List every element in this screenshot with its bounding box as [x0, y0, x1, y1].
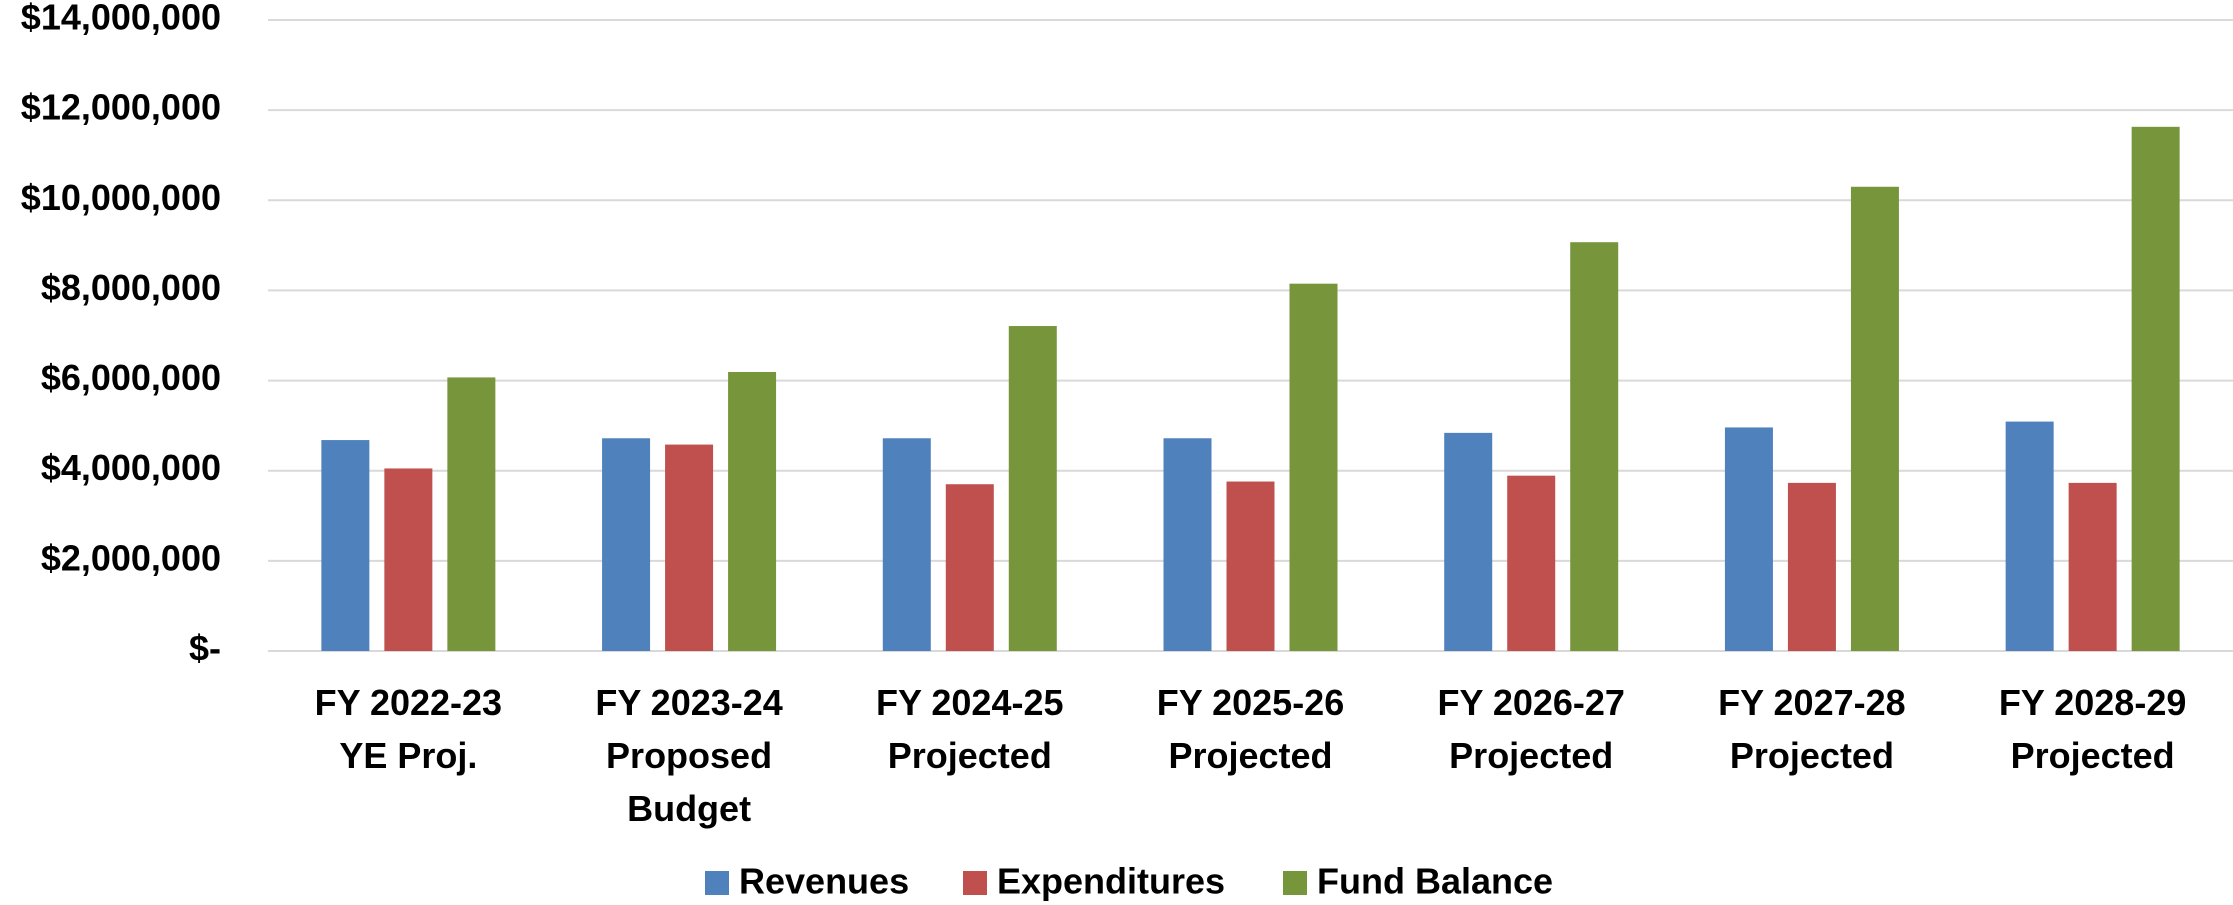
x-tick-label-line: FY 2027-28 [1718, 682, 1905, 723]
bar [1290, 284, 1338, 651]
bar [447, 377, 495, 651]
y-tick-label: $- [189, 628, 221, 669]
x-tick-label: FY 2028-29 Projected [1999, 682, 2186, 776]
x-tick-label: FY 2024-25 Projected [876, 682, 1063, 776]
x-tick-label: FY 2022-23 YE Proj. [315, 682, 502, 776]
y-tick-label: $6,000,000 [41, 357, 221, 398]
x-tick-label-line: FY 2023-24 [595, 682, 782, 723]
x-tick-label-line: Projected [1449, 735, 1613, 776]
x-tick-label-line: Projected [1730, 735, 1894, 776]
x-tick-label: FY 2025-26 Projected [1157, 682, 1344, 776]
x-tick-label: FY 2023-24 Proposed Budget [595, 682, 782, 829]
x-tick-label-line: Projected [1168, 735, 1332, 776]
bar [1164, 438, 1212, 651]
x-tick-label-line: FY 2026-27 [1437, 682, 1624, 723]
x-tick-label-line: Proposed [606, 735, 772, 776]
chart: $- $2,000,000 $4,000,000 $6,000,000 $8,000,0… [0, 0, 2233, 905]
bar [2006, 422, 2054, 651]
legend-label: Revenues [739, 861, 909, 902]
y-tick-label: $4,000,000 [41, 447, 221, 488]
bar [2069, 483, 2117, 651]
bar [1507, 476, 1555, 651]
bar [1570, 242, 1618, 651]
x-tick-label: FY 2027-28 Projected [1718, 682, 1905, 776]
legend-swatch [1283, 871, 1307, 895]
bar [602, 438, 650, 651]
bar [1227, 482, 1275, 651]
bar [321, 440, 369, 651]
bar [1444, 433, 1492, 651]
x-tick-label-line: FY 2024-25 [876, 682, 1063, 723]
bar [728, 372, 776, 651]
x-tick-label-line: Projected [888, 735, 1052, 776]
x-tick-label: FY 2026-27 Projected [1437, 682, 1624, 776]
y-tick-label: $12,000,000 [21, 87, 221, 128]
y-tick-label: $14,000,000 [21, 0, 221, 38]
x-tick-label-line: Projected [2011, 735, 2175, 776]
bar [665, 445, 713, 651]
legend-label: Expenditures [997, 861, 1225, 902]
x-tick-label-line: YE Proj. [339, 735, 477, 776]
bar [1009, 326, 1057, 651]
x-tick-label-line: FY 2022-23 [315, 682, 502, 723]
bar [2132, 127, 2180, 651]
x-tick-label-line: FY 2028-29 [1999, 682, 2186, 723]
bar [946, 484, 994, 651]
y-tick-label: $8,000,000 [41, 267, 221, 308]
legend-swatch [705, 871, 729, 895]
x-tick-label-line: FY 2025-26 [1157, 682, 1344, 723]
bar [1851, 187, 1899, 651]
bar [1725, 427, 1773, 651]
y-tick-label: $10,000,000 [21, 177, 221, 218]
legend-label: Fund Balance [1317, 861, 1553, 902]
x-tick-label-line: Budget [627, 788, 751, 829]
bar [384, 468, 432, 651]
bar [883, 438, 931, 651]
y-tick-label: $2,000,000 [41, 537, 221, 578]
bar [1788, 483, 1836, 651]
legend-swatch [963, 871, 987, 895]
